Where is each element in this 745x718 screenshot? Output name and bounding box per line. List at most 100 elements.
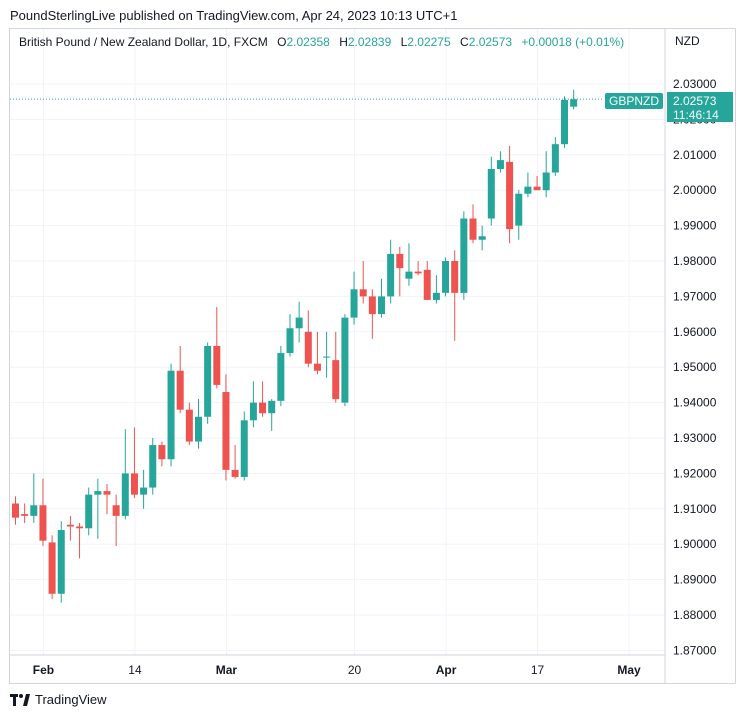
candle-body: [350, 289, 358, 318]
candle: [304, 310, 312, 368]
x-tick-label: Apr: [436, 663, 457, 677]
y-tick-label: 1.90000: [673, 537, 717, 551]
bar-countdown: 11:46:14: [673, 108, 719, 122]
y-tick-label: 1.93000: [673, 431, 717, 445]
candle-body: [387, 253, 395, 297]
candle-body: [414, 271, 422, 274]
candle-body: [542, 172, 550, 191]
candle: [167, 363, 175, 467]
candle: [176, 345, 184, 414]
y-tick-label: 1.91000: [673, 502, 717, 516]
y-tick-label: 1.99000: [673, 219, 717, 233]
candle-body: [185, 409, 193, 442]
y-tick-label: 1.89000: [673, 573, 717, 587]
candle: [112, 494, 120, 546]
y-tick-label: 1.92000: [673, 466, 717, 480]
candle-body: [213, 345, 221, 385]
candle-body: [76, 526, 84, 529]
candle: [423, 261, 431, 300]
candle: [378, 278, 385, 318]
candle: [149, 438, 157, 495]
candle-body: [259, 402, 267, 414]
candle: [140, 469, 148, 509]
candle: [533, 176, 541, 191]
candle-body: [570, 99, 578, 107]
candle-body: [359, 289, 367, 297]
candle: [405, 243, 413, 286]
candle-body: [158, 445, 166, 460]
candle: [268, 399, 276, 431]
candle-body: [533, 186, 541, 191]
candle-body: [405, 271, 413, 279]
candle: [496, 151, 504, 173]
candle: [21, 503, 29, 523]
candle-body: [295, 317, 303, 329]
candle-body: [396, 253, 404, 269]
brand-name: TradingView: [35, 692, 107, 707]
candle-body: [304, 331, 312, 364]
candle: [240, 411, 248, 481]
candle: [341, 314, 349, 407]
y-tick-label: 1.95000: [673, 360, 717, 374]
x-tick-label: 14: [128, 663, 142, 677]
candle: [103, 484, 111, 515]
candle-body: [313, 363, 321, 371]
instrument-title: British Pound / New Zealand Dollar, 1D, …: [19, 35, 268, 49]
candle-body: [432, 292, 440, 300]
candle-body: [460, 218, 468, 293]
published-caption: PoundSterlingLive published on TradingVi…: [10, 8, 458, 23]
x-axis-labels: Feb 14 Mar 20 Apr 17 May: [33, 663, 641, 677]
candle-body: [222, 391, 230, 470]
last-price-value: 2.02573: [673, 94, 717, 108]
candles: [12, 89, 578, 603]
candle: [39, 478, 47, 546]
candle: [469, 204, 477, 244]
tradingview-logo-icon: [10, 693, 30, 706]
candle: [259, 381, 267, 417]
candle: [313, 331, 321, 375]
candle: [85, 487, 93, 536]
y-tick-label: 1.96000: [673, 325, 717, 339]
candle-body: [85, 494, 93, 529]
candle: [76, 522, 84, 559]
candle: [561, 96, 568, 148]
candle-body: [341, 317, 349, 403]
ohlc-legend: British Pound / New Zealand Dollar, 1D, …: [19, 35, 624, 49]
candle-body: [496, 160, 504, 169]
candle: [195, 399, 202, 449]
candle: [323, 331, 331, 378]
candle: [524, 172, 532, 198]
candle-body: [423, 269, 431, 300]
low-label: L: [400, 35, 408, 49]
candle: [94, 478, 102, 539]
low-value: 2.02275: [407, 35, 451, 49]
candle-body: [66, 524, 74, 527]
candle-body: [140, 487, 148, 495]
candle: [542, 151, 550, 198]
candle-body: [378, 296, 385, 315]
x-tick-label: Feb: [33, 663, 54, 677]
y-tick-label: 2.00000: [673, 183, 717, 197]
candle: [432, 275, 440, 304]
candle-body: [39, 505, 47, 541]
candle-body: [487, 168, 495, 219]
candle-body: [121, 473, 129, 516]
candle-body: [332, 360, 340, 400]
candle-body: [561, 99, 568, 145]
y-tick-label: 1.98000: [673, 254, 717, 268]
candle-body: [368, 296, 376, 315]
candle-body: [469, 218, 477, 240]
candle: [213, 307, 221, 389]
last-price-box: 2.02573 11:46:14: [667, 92, 733, 122]
candle: [570, 89, 578, 110]
candle-body: [451, 261, 459, 293]
candle: [57, 521, 65, 603]
close-value: 2.02573: [468, 35, 513, 49]
tradingview-brand[interactable]: TradingView: [10, 692, 107, 707]
candle-body: [195, 416, 202, 442]
x-tick-label: May: [617, 663, 641, 677]
candle-body: [551, 144, 559, 173]
candle: [222, 374, 230, 481]
candle: [359, 261, 367, 304]
